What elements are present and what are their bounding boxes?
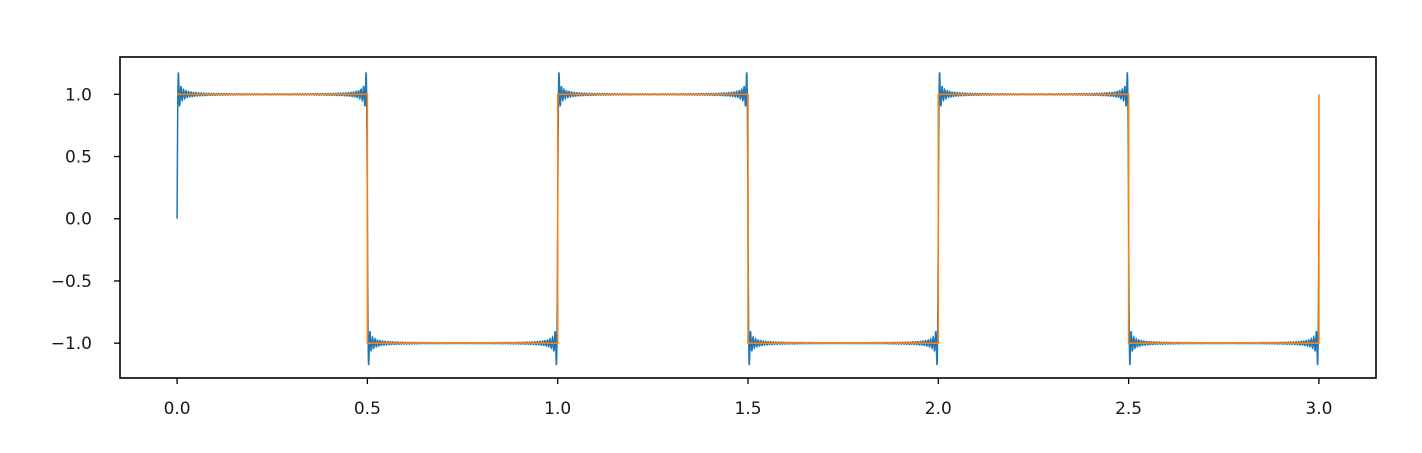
x-tick-label: 0.0: [164, 399, 191, 419]
series-square-wave-line: [177, 93, 1320, 344]
y-tick-label: 0.5: [65, 148, 92, 168]
x-tick-label: 2.5: [1115, 399, 1142, 419]
x-axis: 0.0 0.5 1.0 1.5 2.0 2.5 3.0: [164, 378, 1332, 419]
x-tick-label: 3.0: [1305, 399, 1332, 419]
y-tick-label: 1.0: [65, 85, 92, 105]
x-tick-label: 1.0: [544, 399, 571, 419]
x-tick-label: 1.5: [734, 399, 761, 419]
y-axis: 1.0 0.5 0.0 −0.5 −1.0: [51, 85, 120, 354]
y-tick-label: −0.5: [51, 272, 92, 292]
x-tick-label: 2.0: [925, 399, 952, 419]
y-tick-label: 0.0: [65, 210, 92, 230]
x-tick-label: 0.5: [354, 399, 381, 419]
y-tick-label: −1.0: [51, 334, 92, 354]
